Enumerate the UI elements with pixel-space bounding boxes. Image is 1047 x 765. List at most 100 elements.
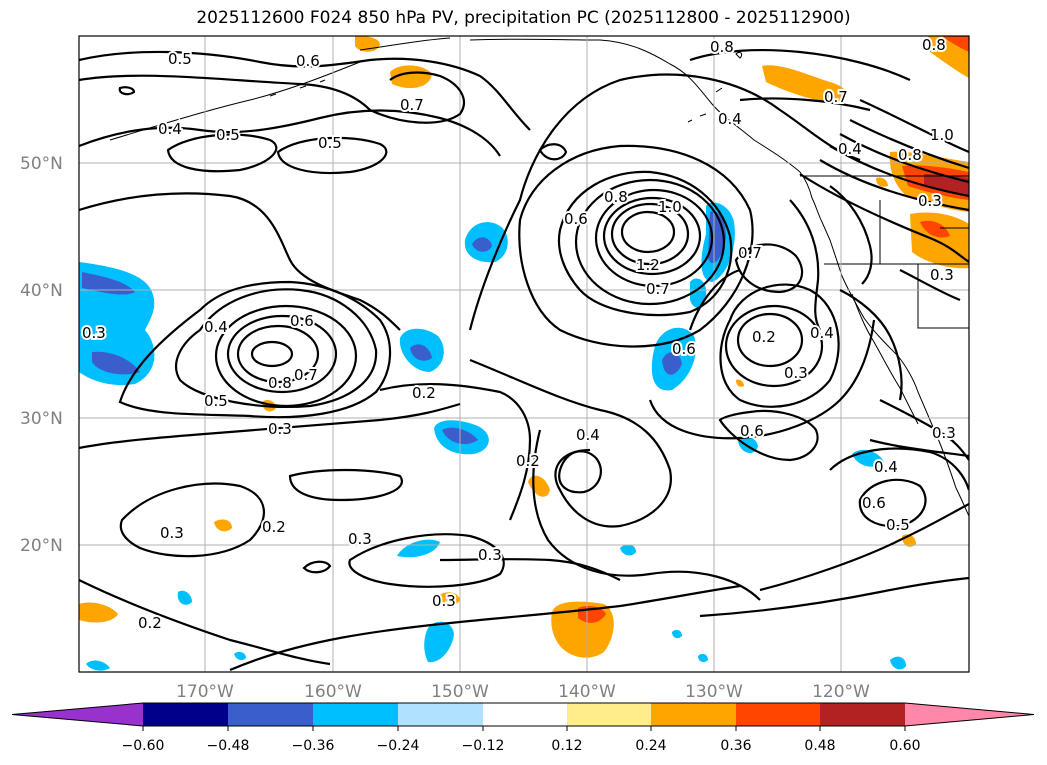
colorbar-tick-label: −0.24 bbox=[377, 738, 420, 754]
contour-label: 0.3 bbox=[932, 424, 956, 442]
precip-blob-neg-core bbox=[472, 237, 492, 252]
colorbar-segment bbox=[820, 703, 905, 726]
lat-label: 40°N bbox=[20, 281, 63, 301]
colorbar-extend-low bbox=[12, 703, 143, 726]
contour-label: 0.5 bbox=[216, 126, 240, 144]
colorbar-tick-label: 0.36 bbox=[720, 738, 751, 754]
state-border bbox=[824, 200, 969, 329]
contour-label: 0.7 bbox=[400, 96, 424, 114]
contour-label: 0.4 bbox=[576, 426, 600, 444]
contour-label: 0.5 bbox=[886, 516, 910, 534]
contour-label: 0.3 bbox=[784, 364, 808, 382]
contour-label: 0.5 bbox=[204, 392, 228, 410]
contour-label: 0.2 bbox=[412, 384, 436, 402]
precip-blob-neg-core bbox=[92, 351, 140, 375]
precip-blob-pos bbox=[876, 177, 888, 187]
longitude-labels: 170°W 160°W 150°W 140°W 130°W 120°W bbox=[176, 682, 870, 702]
contour-label: 0.7 bbox=[646, 280, 670, 298]
contour-label: 0.4 bbox=[158, 120, 182, 138]
precip-blob-pos bbox=[390, 65, 432, 89]
colorbar-tick-label: 0.12 bbox=[551, 738, 582, 754]
contour-label: 0.7 bbox=[294, 366, 318, 384]
contour-label: 0.6 bbox=[740, 422, 764, 440]
contour-label: 0.8 bbox=[604, 188, 628, 206]
aleutian-islands bbox=[109, 61, 361, 141]
precip-blob-pos bbox=[762, 65, 847, 104]
lon-label: 160°W bbox=[304, 682, 362, 702]
precip-blob-neg bbox=[672, 629, 682, 639]
colorbar: −0.60 −0.48 −0.36 −0.24 −0.12 0.12 0.24 … bbox=[11, 702, 1035, 754]
contour-label: 0.6 bbox=[296, 52, 320, 70]
lon-label: 130°W bbox=[685, 682, 743, 702]
colorbar-tick-label: 0.24 bbox=[635, 738, 666, 754]
island bbox=[687, 51, 743, 123]
contour-label: 0.8 bbox=[922, 36, 946, 54]
contour-label-group: 0.5 0.6 0.7 0.4 0.5 0.5 0.8 0.8 0.7 0.4 … bbox=[80, 34, 958, 634]
colorbar-segment bbox=[398, 703, 483, 726]
precip-blob-neg bbox=[397, 539, 440, 558]
contour-label: 0.3 bbox=[82, 324, 106, 342]
contour-label: 0.3 bbox=[918, 192, 942, 210]
lon-label: 140°W bbox=[558, 682, 616, 702]
contour-label: 0.3 bbox=[478, 546, 502, 564]
colorbar-tick-label: −0.60 bbox=[122, 738, 165, 754]
colorbar-tick-label: −0.36 bbox=[292, 738, 335, 754]
contour-label: 0.2 bbox=[516, 452, 540, 470]
precip-blob-neg-core bbox=[410, 344, 432, 361]
contour-label: 0.4 bbox=[838, 140, 862, 158]
contour-label: 0.2 bbox=[138, 614, 162, 632]
baja-peninsula bbox=[851, 293, 919, 425]
colorbar-tick-label: 0.48 bbox=[804, 738, 835, 754]
precip-blob-neg bbox=[177, 590, 192, 605]
colorbar-segment bbox=[567, 703, 651, 726]
map-frame bbox=[78, 35, 970, 673]
contour-label: 0.7 bbox=[824, 88, 848, 106]
contour-label: 0.3 bbox=[348, 530, 372, 548]
precip-blob-neg bbox=[424, 621, 454, 663]
contour-label: 0.8 bbox=[710, 38, 734, 56]
contour-label: 0.3 bbox=[930, 266, 954, 284]
coastlines bbox=[109, 37, 969, 517]
contour-label: 0.6 bbox=[290, 312, 314, 330]
map-title: 2025112600 F024 850 hPa PV, precipitatio… bbox=[196, 8, 851, 28]
colorbar-tick-label: −0.48 bbox=[207, 738, 250, 754]
colorbar-tick-label: 0.60 bbox=[889, 738, 920, 754]
contour-label: 1.0 bbox=[658, 198, 682, 216]
contour-label: 0.3 bbox=[432, 592, 456, 610]
contour-label: 0.5 bbox=[168, 50, 192, 68]
precip-blob-neg bbox=[86, 660, 110, 671]
precip-blob-pos bbox=[436, 592, 460, 606]
lat-label: 20°N bbox=[20, 536, 63, 556]
contour-label: 0.4 bbox=[874, 458, 898, 476]
contour-label: 0.6 bbox=[564, 210, 588, 228]
lon-label: 120°W bbox=[812, 682, 870, 702]
precip-blob-neg bbox=[890, 656, 906, 670]
contour-label: 0.6 bbox=[672, 340, 696, 358]
bc-coastline bbox=[799, 171, 843, 277]
contour-label: 0.2 bbox=[752, 328, 776, 346]
precip-blob-pos bbox=[942, 36, 969, 52]
latitude-labels: 50°N 40°N 30°N 20°N bbox=[20, 154, 63, 556]
contour-label: 0.3 bbox=[268, 420, 292, 438]
contour-label: 0.4 bbox=[718, 110, 742, 128]
contour-label: 0.4 bbox=[204, 318, 228, 336]
contour-label: 0.7 bbox=[738, 244, 762, 262]
contour-label: 0.5 bbox=[318, 134, 342, 152]
lat-label: 30°N bbox=[20, 409, 63, 429]
precip-blob-neg-core bbox=[82, 272, 135, 295]
colorbar-extend-high bbox=[905, 703, 1034, 726]
precip-blob-pos bbox=[79, 602, 118, 623]
alaska-coastline bbox=[359, 37, 801, 173]
contour-label: 0.8 bbox=[268, 374, 292, 392]
colorbar-segment bbox=[143, 703, 228, 726]
precip-blob-neg bbox=[234, 651, 246, 661]
precip-blob-neg bbox=[620, 544, 636, 556]
west-coast-us bbox=[841, 275, 969, 517]
precipitation-shading bbox=[79, 36, 969, 671]
colorbar-segment bbox=[651, 703, 736, 726]
colorbar-segment bbox=[228, 703, 313, 726]
colorbar-segment bbox=[483, 703, 567, 726]
contour-label: 0.4 bbox=[810, 324, 834, 342]
lon-label: 170°W bbox=[176, 682, 234, 702]
